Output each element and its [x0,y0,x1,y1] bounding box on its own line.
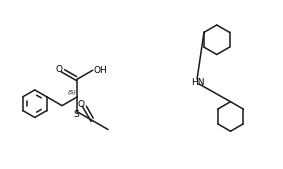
Text: O: O [78,100,84,109]
Text: (S): (S) [68,90,77,95]
Text: S: S [74,110,79,119]
Text: HN: HN [191,78,205,87]
Text: OH: OH [94,66,108,75]
Text: O: O [55,65,63,74]
